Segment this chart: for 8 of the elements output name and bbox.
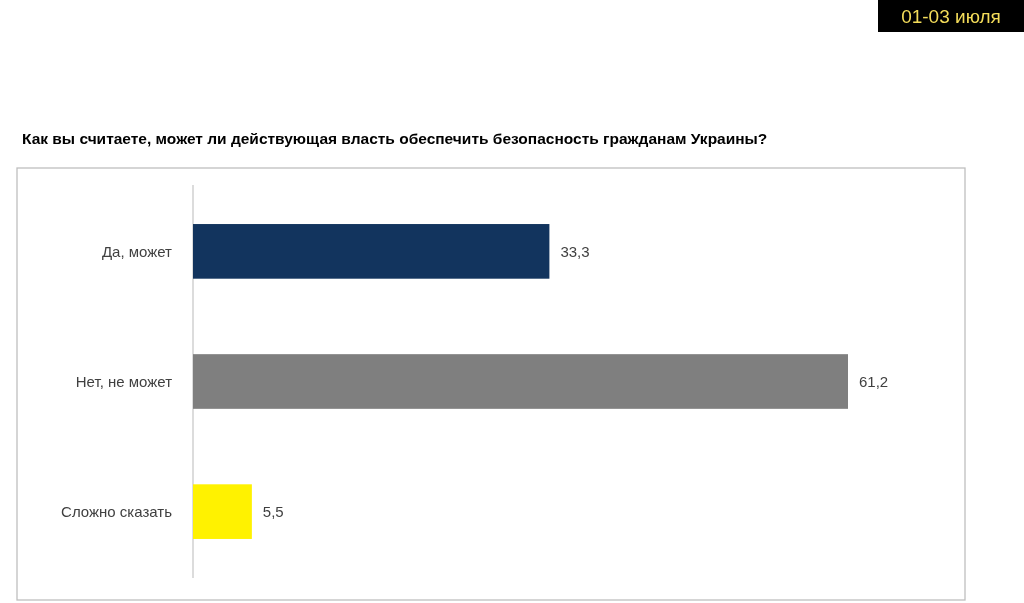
y-tick-label: Нет, не может — [75, 372, 173, 390]
data-label: 33,3 — [560, 242, 590, 260]
y-tick-label: Да, может — [101, 242, 173, 260]
data-label: 61,2 — [859, 372, 889, 390]
chart-title: Как вы считаете, может ли действующая власть обеспечить безопасность гражданам Украины? — [22, 130, 768, 147]
text: 01-03 июля — [901, 6, 1001, 27]
y-tick-label: Сложно сказать — [61, 502, 173, 520]
data-label: 5,5 — [262, 502, 284, 520]
